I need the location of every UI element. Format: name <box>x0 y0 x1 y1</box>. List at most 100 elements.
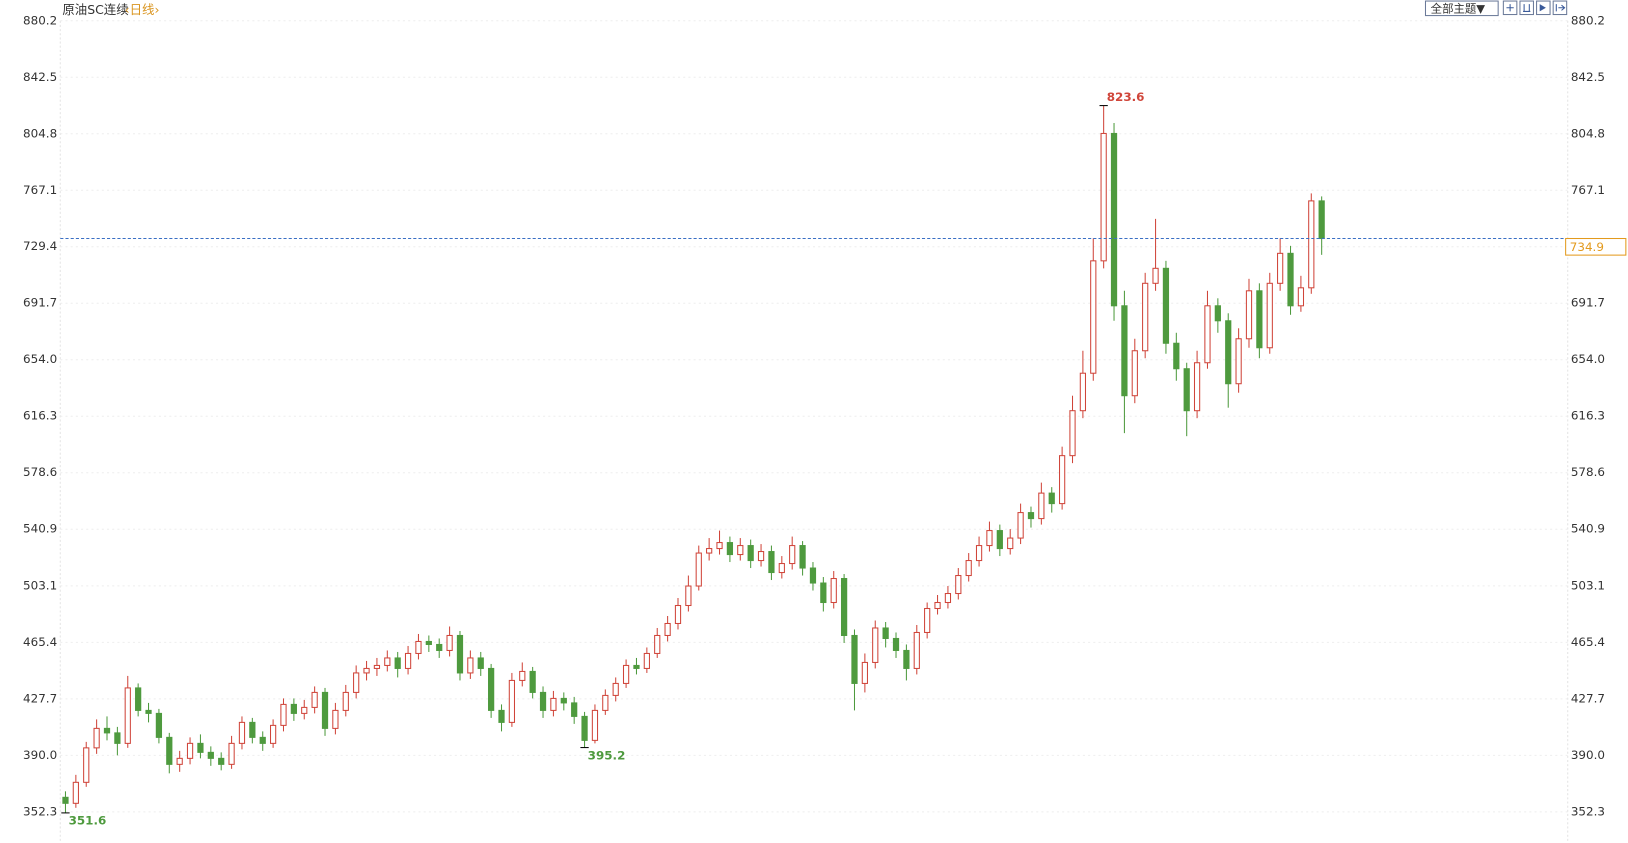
candle-body <box>83 747 90 783</box>
y2-tick-label: 427.7 <box>1571 691 1605 705</box>
candle-body <box>186 742 194 759</box>
candle-body <box>1287 252 1294 307</box>
candle-body <box>955 575 962 595</box>
y-tick-label: 842.5 <box>23 70 57 84</box>
y2-tick-label: 767.1 <box>1571 183 1605 197</box>
candle-body <box>456 634 464 674</box>
candle-body <box>799 545 806 569</box>
candle-body <box>747 545 754 562</box>
tool-glyph <box>1523 4 1531 12</box>
candle-body <box>353 672 360 693</box>
candle-body <box>1318 200 1325 240</box>
candle-body <box>488 667 495 711</box>
candle-body <box>1007 537 1014 550</box>
candle-body <box>1121 305 1128 397</box>
candle-body <box>840 578 848 636</box>
candle-body <box>560 697 567 704</box>
candle-body <box>269 724 277 744</box>
candle-body <box>1142 282 1149 352</box>
candle-body <box>591 709 599 741</box>
candle-body <box>778 563 785 574</box>
candle-body <box>1069 410 1076 457</box>
candle-body <box>612 682 619 696</box>
y-tick-label: 540.9 <box>23 522 57 536</box>
y-tick-label: 427.7 <box>23 691 57 705</box>
candle-body <box>1059 455 1066 505</box>
candle-body <box>1027 512 1035 520</box>
candle-body <box>1266 282 1273 349</box>
candle-body <box>695 552 702 587</box>
candle-body <box>1100 132 1107 262</box>
candle-body <box>1131 350 1138 397</box>
y-tick-label: 616.3 <box>23 409 57 423</box>
last-price-box <box>1565 237 1627 256</box>
candle-body <box>643 652 650 669</box>
candle-body <box>539 691 547 711</box>
candle-body <box>62 796 69 804</box>
candle-body <box>384 657 391 666</box>
theme-button[interactable]: 全部主题▼ <box>1431 1 1486 15</box>
candle-body <box>654 634 661 654</box>
y-tick-label: 654.0 <box>23 352 57 366</box>
candle-body <box>301 706 308 714</box>
candle-body <box>124 687 131 744</box>
candle-body <box>373 664 381 669</box>
candle-body <box>1256 290 1263 349</box>
candle-body <box>467 657 474 674</box>
candle-body <box>404 652 412 669</box>
candle-body <box>1245 290 1253 340</box>
candle-body <box>944 592 952 604</box>
candle-body <box>965 560 972 577</box>
candle-body <box>757 551 765 562</box>
y2-tick-label: 654.0 <box>1571 352 1605 366</box>
candle-body <box>903 649 910 669</box>
tool-glyph <box>1555 4 1566 12</box>
theme-button-frame[interactable] <box>1424 0 1499 17</box>
candle-body <box>436 643 443 651</box>
y-tick-label: 390.0 <box>23 748 57 762</box>
candle-body <box>633 664 640 669</box>
candle-body <box>332 709 339 729</box>
candle-body <box>1110 132 1118 307</box>
candle-body <box>72 781 79 804</box>
last-price-label: 734.9 <box>1570 240 1604 254</box>
candle-body <box>415 640 422 654</box>
candle-body <box>1214 305 1221 322</box>
y-tick-label: 767.1 <box>23 183 57 197</box>
candle-body <box>768 551 775 574</box>
candle-body <box>602 694 609 711</box>
candle-body <box>882 627 889 639</box>
candle-body <box>1277 252 1284 284</box>
candle-body <box>145 709 152 714</box>
candle-body <box>207 751 214 759</box>
candle-body <box>280 703 287 726</box>
period-label[interactable]: ‹日线› <box>125 2 160 17</box>
candle-body <box>809 567 817 584</box>
candle-body <box>664 622 671 636</box>
y2-tick-label: 842.5 <box>1571 70 1605 84</box>
y-tick-label: 578.6 <box>23 465 57 479</box>
candle-body <box>135 687 142 711</box>
candle-body <box>342 691 349 711</box>
candle-body <box>861 661 868 684</box>
candle-body <box>820 582 827 604</box>
candle-body <box>93 727 100 749</box>
candle-body <box>103 727 111 734</box>
candle-body <box>311 691 318 708</box>
candle-body <box>1235 338 1242 385</box>
candle-body <box>1048 492 1055 505</box>
candle-body <box>477 657 484 669</box>
candle-body <box>1017 512 1024 539</box>
candle-body <box>166 736 173 765</box>
candle-body <box>1162 267 1170 344</box>
tool-icon[interactable] <box>1519 0 1534 16</box>
y-tick-label: 503.1 <box>23 578 57 592</box>
candle-body <box>851 634 858 684</box>
toolbar: 全部主题▼ <box>1424 0 1568 17</box>
candle-body <box>1225 320 1232 385</box>
y2-tick-label: 691.7 <box>1571 296 1605 310</box>
candle-body <box>529 670 536 693</box>
extreme-label: 351.6 <box>69 814 107 828</box>
candle-body <box>685 585 692 607</box>
y-tick-label: 352.3 <box>23 804 57 818</box>
